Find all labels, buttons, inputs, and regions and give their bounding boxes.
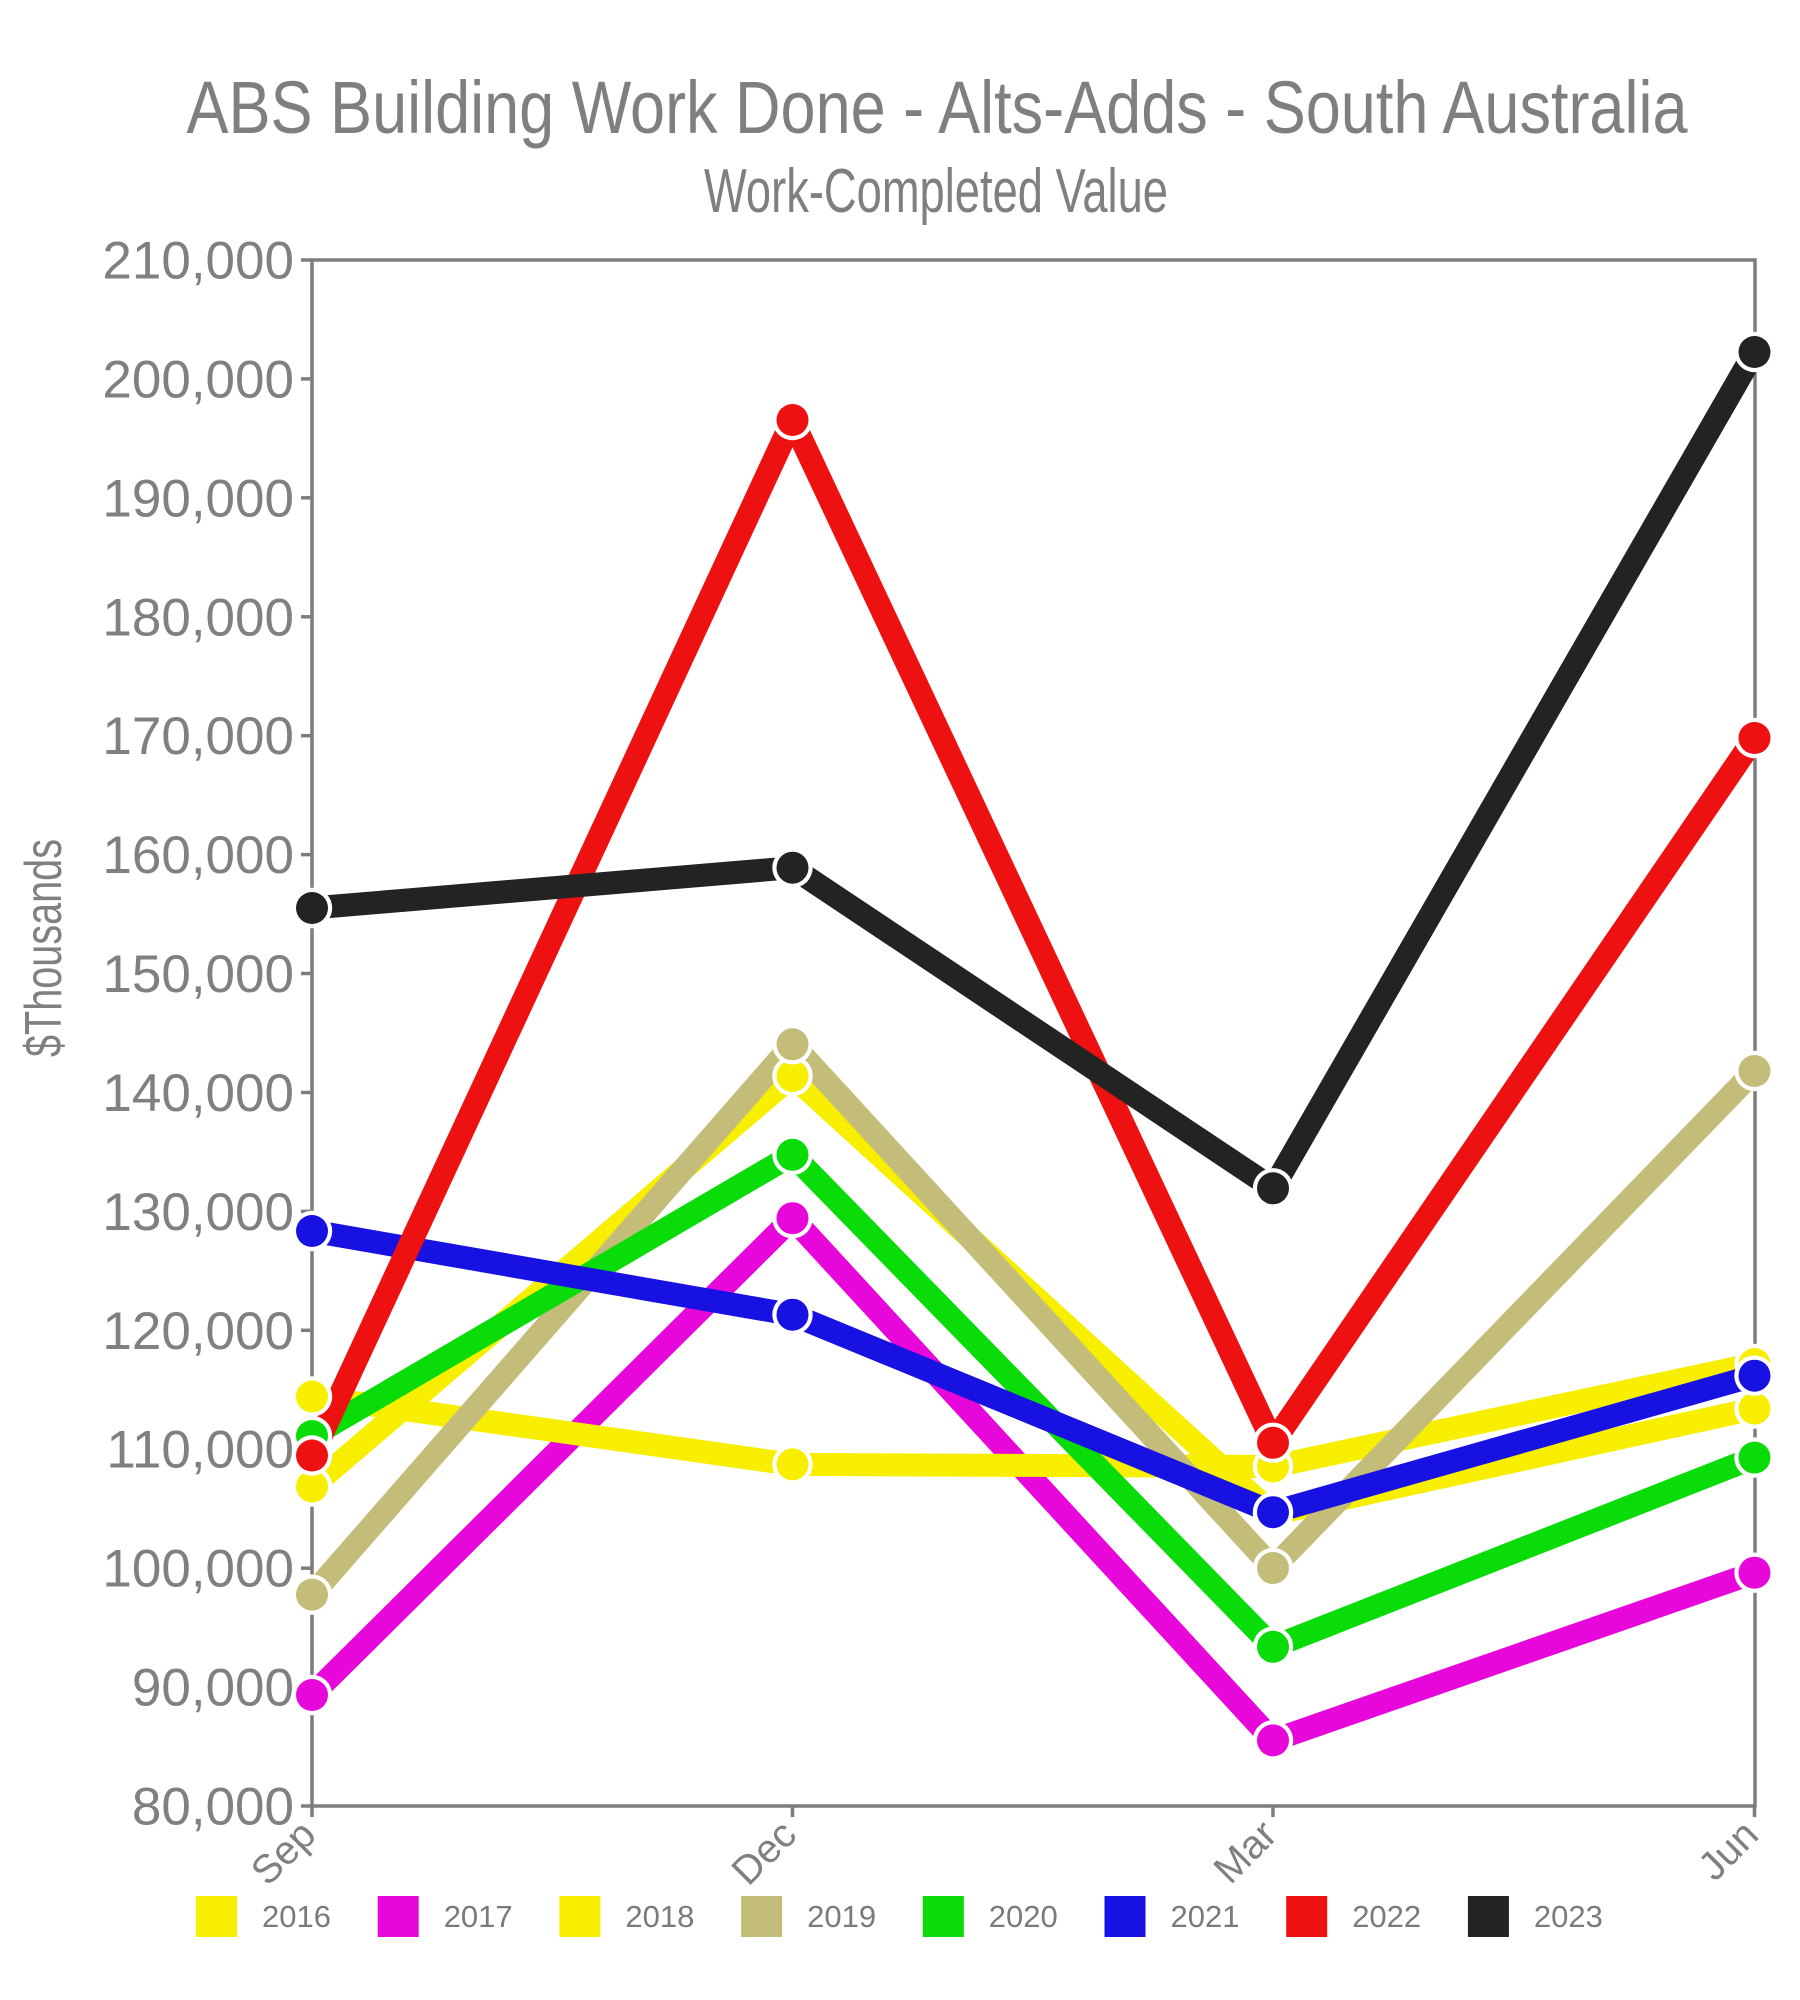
- svg-text:$Thousands: $Thousands: [15, 839, 73, 1057]
- svg-text:130,000: 130,000: [102, 1183, 294, 1242]
- svg-text:140,000: 140,000: [102, 1064, 294, 1123]
- svg-text:80,000: 80,000: [132, 1778, 294, 1837]
- svg-text:180,000: 180,000: [102, 588, 294, 647]
- svg-text:2019: 2019: [807, 1899, 876, 1934]
- svg-text:120,000: 120,000: [102, 1302, 294, 1361]
- svg-text:2023: 2023: [1534, 1899, 1603, 1934]
- svg-text:170,000: 170,000: [102, 707, 294, 766]
- svg-text:160,000: 160,000: [102, 826, 294, 885]
- svg-text:Work-Completed Value: Work-Completed Value: [704, 157, 1168, 226]
- svg-text:2022: 2022: [1352, 1899, 1421, 1934]
- svg-text:210,000: 210,000: [102, 232, 294, 291]
- svg-text:200,000: 200,000: [102, 350, 294, 409]
- svg-text:190,000: 190,000: [102, 469, 294, 528]
- svg-text:2021: 2021: [1171, 1899, 1240, 1934]
- svg-text:2016: 2016: [262, 1899, 331, 1934]
- svg-text:150,000: 150,000: [102, 945, 294, 1004]
- svg-text:2018: 2018: [625, 1899, 694, 1934]
- svg-text:ABS Building Work Done - Alts-: ABS Building Work Done - Alts-Adds - Sou…: [187, 66, 1689, 149]
- svg-text:2020: 2020: [989, 1899, 1058, 1934]
- svg-text:2017: 2017: [444, 1899, 513, 1934]
- svg-text:90,000: 90,000: [132, 1659, 294, 1718]
- svg-text:110,000: 110,000: [106, 1421, 294, 1480]
- svg-text:100,000: 100,000: [102, 1540, 294, 1599]
